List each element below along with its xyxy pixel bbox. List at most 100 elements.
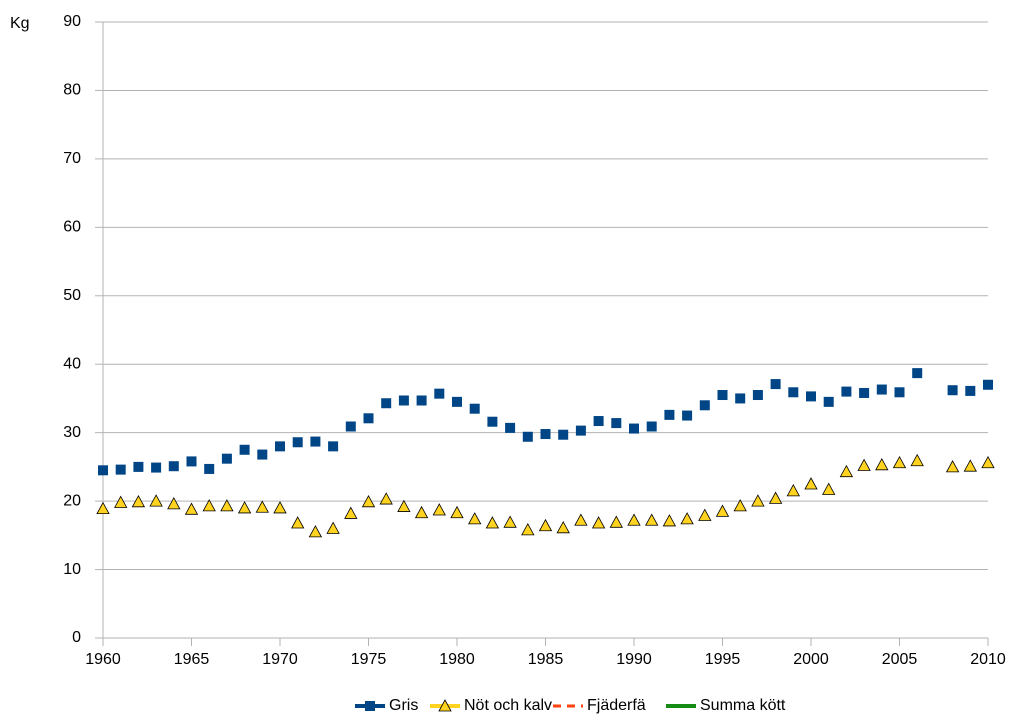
x-tick-label: 2000 (793, 651, 829, 668)
legend-label: Summa kött (700, 697, 786, 714)
x-tick-label: 1970 (262, 651, 298, 668)
point (912, 368, 923, 379)
point (292, 437, 303, 448)
point (788, 387, 799, 398)
point (308, 525, 323, 538)
point (167, 497, 181, 510)
point (894, 387, 905, 398)
y-tick-label: 40 (63, 355, 81, 372)
point (291, 516, 305, 529)
point (662, 514, 677, 527)
point (751, 494, 765, 507)
x-tick-label: 1995 (705, 651, 741, 668)
legend-label: Nöt och kalv (464, 697, 552, 714)
point (131, 494, 146, 508)
x-tick-label: 1965 (174, 651, 210, 668)
point (221, 453, 232, 464)
point (344, 506, 358, 519)
point (963, 459, 977, 472)
point (682, 410, 693, 421)
point (363, 413, 374, 424)
point (645, 513, 659, 526)
point (487, 416, 498, 427)
point (540, 429, 551, 440)
point (98, 465, 108, 476)
point (273, 501, 287, 514)
y-tick-label: 80 (63, 82, 81, 99)
x-tick-label: 2005 (882, 651, 918, 668)
point (345, 421, 356, 432)
point (239, 444, 250, 455)
point (574, 513, 588, 526)
point (698, 508, 712, 521)
point (947, 385, 958, 396)
point (114, 495, 128, 508)
point (593, 416, 604, 427)
point (892, 455, 907, 469)
point (168, 461, 179, 472)
legend-label: Fjäderfä (587, 697, 646, 714)
point (857, 458, 871, 471)
y-tick-label: 50 (63, 287, 81, 304)
point (646, 421, 657, 432)
point (432, 503, 446, 516)
point (629, 423, 639, 434)
point (434, 388, 445, 399)
point (609, 515, 623, 528)
point (786, 484, 800, 497)
point (575, 425, 586, 436)
point (115, 464, 126, 475)
point (611, 418, 622, 429)
x-tick-label: 1985 (528, 651, 564, 668)
point (945, 460, 960, 473)
x-tick-label: 1975 (351, 651, 387, 668)
legend-marker (365, 701, 375, 711)
point (591, 516, 606, 529)
point (397, 499, 411, 512)
y-axis-label: Kg (10, 15, 30, 32)
point (556, 520, 570, 534)
point (822, 482, 836, 495)
point (96, 501, 110, 515)
y-tick-label: 0 (72, 629, 81, 646)
point (521, 523, 535, 536)
point (910, 453, 924, 467)
point (204, 463, 215, 474)
point (414, 505, 429, 519)
point (841, 386, 852, 397)
point (522, 431, 533, 442)
point (328, 441, 339, 452)
point (699, 400, 710, 411)
y-tick-label: 60 (63, 219, 81, 236)
point (538, 518, 553, 532)
point (768, 491, 783, 504)
x-tick-label: 1990 (616, 651, 652, 668)
point (398, 395, 409, 406)
point (381, 398, 392, 409)
point (485, 516, 500, 529)
point (806, 391, 816, 402)
point (149, 494, 163, 507)
point (627, 513, 641, 526)
point (379, 492, 393, 505)
point (151, 462, 162, 473)
y-tick-label: 30 (63, 424, 81, 441)
point (965, 385, 976, 396)
point (823, 396, 834, 407)
point (981, 455, 995, 469)
y-tick-label: 70 (63, 150, 81, 167)
point (237, 501, 252, 514)
y-tick-label: 10 (63, 561, 81, 578)
point (310, 436, 321, 447)
x-tick-label: 2010 (970, 651, 1006, 668)
point (452, 396, 462, 407)
y-tick-label: 90 (63, 13, 81, 30)
point (770, 379, 781, 390)
point (735, 393, 746, 404)
point (558, 429, 569, 440)
point (133, 461, 144, 472)
point (505, 422, 516, 433)
point (202, 499, 216, 512)
point (450, 505, 464, 519)
